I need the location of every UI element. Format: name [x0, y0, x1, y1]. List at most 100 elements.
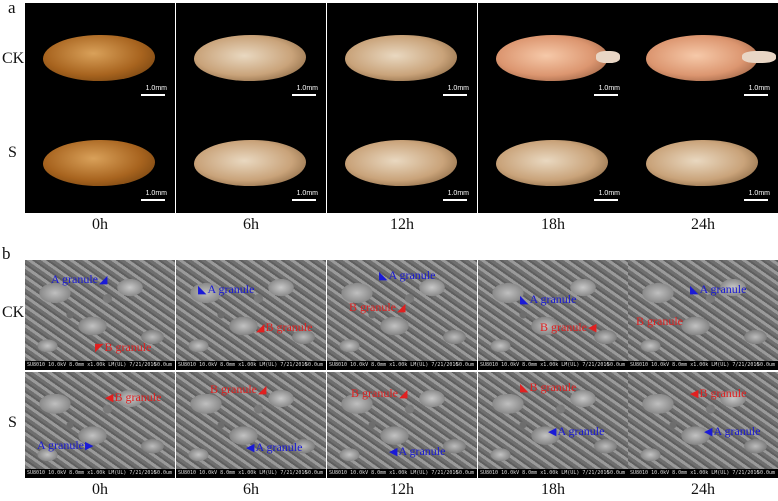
- grain: [646, 35, 758, 81]
- arrow-icon: ◣: [379, 269, 388, 282]
- arrow-icon: ◢: [256, 321, 265, 334]
- b-granule-annotation: ◤ B granule: [95, 340, 152, 354]
- scale-label: 1.0mm: [296, 85, 318, 92]
- scale-bar: [141, 94, 165, 96]
- a-granule-annotation: ◀ A granule: [704, 424, 761, 438]
- arrow-icon: ◢: [397, 301, 406, 314]
- col-label-18h-b: 18h: [541, 481, 565, 498]
- scale-label: 1.0mm: [447, 190, 469, 197]
- grain: [496, 140, 608, 186]
- scale-bar: [744, 94, 768, 96]
- photo-s-24h: 1.0mm: [628, 108, 778, 213]
- b-granule-annotation: B granule ◢: [349, 300, 406, 314]
- arrow-icon: ◢: [258, 383, 267, 396]
- arrow-icon: ◢: [399, 387, 408, 400]
- grain: [43, 35, 155, 81]
- panel-b-label: b: [2, 244, 11, 263]
- a-granule-annotation: ◣ A granule: [520, 292, 577, 306]
- b-granule-annotation: B granule: [636, 314, 683, 328]
- sem-ck-12h: ◣ A granule B granule ◢ SU8010 10.0kV 8.0m…: [327, 260, 477, 370]
- b-granule-annotation: B granule ◢: [210, 382, 267, 396]
- photo-ck-18h: 1.0mm: [478, 3, 628, 108]
- scale-bar: [594, 94, 618, 96]
- col-label-6h-b: 6h: [243, 481, 259, 498]
- grain: [646, 140, 758, 186]
- arrow-icon: ◣: [198, 283, 207, 296]
- scale-bar: [141, 199, 165, 201]
- scale-label: 1.0mm: [598, 85, 620, 92]
- scale-label: 1.0mm: [748, 190, 770, 197]
- arrow-icon: ◀: [389, 445, 398, 458]
- b-granule-annotation: ◀ B granule: [690, 386, 747, 400]
- b-granule-annotation: B granule ◢: [351, 386, 408, 400]
- scale-label: 1.0mm: [447, 85, 469, 92]
- arrow-icon: ◀: [690, 387, 699, 400]
- arrow-icon: ◣: [690, 283, 699, 296]
- photo-ck-12h: 1.0mm: [327, 3, 477, 108]
- sem-ck-24h: ◣ A granule B granule SU8010 10.0kV 8.0mm…: [628, 260, 778, 370]
- a-granule-annotation: A granule ▶: [37, 438, 94, 452]
- arrow-icon: ◣: [520, 381, 529, 394]
- sem-ck-6h: ◣ A granule ◢ B granule SU8010 10.0kV 8.0m…: [176, 260, 326, 370]
- sem-info-bar: SU8010 10.0kV 8.0mm x1.00k LM(UL) 7/21/2…: [176, 361, 326, 370]
- col-label-24h-a: 24h: [691, 216, 715, 233]
- grain: [194, 140, 306, 186]
- scale-bar: [292, 199, 316, 201]
- sem-s-0h: ◀ B granule A granule ▶ SU8010 10.0kV 8.0m…: [25, 372, 175, 478]
- sem-s-6h: B granule ◢ ◀ A granule SU8010 10.0kV 8.0m…: [176, 372, 326, 478]
- grain: [194, 35, 306, 81]
- row-label-s-a: S: [8, 144, 17, 161]
- a-granule-annotation: ◀ A granule: [389, 444, 446, 458]
- photo-s-12h: 1.0mm: [327, 108, 477, 213]
- scale-bar: [443, 199, 467, 201]
- a-granule-annotation: ◣ A granule: [379, 268, 436, 282]
- a-granule-annotation: ◀ A granule: [246, 440, 303, 454]
- grain: [496, 35, 608, 81]
- b-granule-annotation: ◣ B granule: [520, 380, 577, 394]
- scale-label: 1.0mm: [145, 190, 167, 197]
- a-granule-annotation: ◣ A granule: [198, 282, 255, 296]
- photo-s-18h: 1.0mm: [478, 108, 628, 213]
- sem-ck-18h: ◣ A granule B granule ◀ SU8010 10.0kV 8.0m…: [478, 260, 628, 370]
- arrow-icon: ◣: [520, 293, 529, 306]
- row-label-ck-b: CK: [2, 304, 25, 321]
- sem-info-bar: SU8010 10.0kV 8.0mm x1.00k LM(UL) 7/21/2…: [628, 361, 778, 370]
- scale-label: 1.0mm: [598, 190, 620, 197]
- germ: [742, 51, 776, 63]
- row-label-ck-a: CK: [2, 50, 25, 67]
- scale-label: 1.0mm: [748, 85, 770, 92]
- sem-info-bar: SU8010 10.0kV 8.0mm x1.00k LM(UL) 7/21/2…: [25, 361, 175, 370]
- arrow-icon: ◀: [588, 321, 597, 334]
- sem-info-bar: SU8010 10.0kV 8.0mm x1.00k LM(UL) 7/21/2…: [628, 469, 778, 478]
- photo-ck-0h: 1.0mm: [25, 3, 175, 108]
- b-granule-annotation: ◀ B granule: [105, 390, 162, 404]
- arrow-icon: ▶: [85, 439, 94, 452]
- sem-info-bar: SU8010 10.0kV 8.0mm x1.00k LM(UL) 7/21/2…: [25, 469, 175, 478]
- sem-info-bar: SU8010 10.0kV 8.0mm x1.00k LM(UL) 7/21/2…: [478, 361, 628, 370]
- row-label-s-b: S: [8, 414, 17, 431]
- sem-info-bar: SU8010 10.0kV 8.0mm x1.00k LM(UL) 7/21/2…: [176, 469, 326, 478]
- b-granule-annotation: ◢ B granule: [256, 320, 313, 334]
- a-granule-annotation: ◣ A granule: [690, 282, 747, 296]
- b-granule-annotation: B granule ◀: [540, 320, 597, 334]
- col-label-6h-a: 6h: [243, 216, 259, 233]
- arrow-icon: ◤: [95, 341, 104, 354]
- scale-bar: [443, 94, 467, 96]
- sem-s-18h: ◣ B granule ◀ A granule SU8010 10.0kV 8.0m…: [478, 372, 628, 478]
- sem-info-bar: SU8010 10.0kV 8.0mm x1.00k LM(UL) 7/21/2…: [327, 469, 477, 478]
- arrow-icon: ◀: [105, 391, 114, 404]
- a-granule-annotation: A granule ◢: [51, 272, 108, 286]
- grain: [345, 35, 457, 81]
- arrow-icon: ◀: [548, 425, 557, 438]
- sem-info-bar: SU8010 10.0kV 8.0mm x1.00k LM(UL) 7/21/2…: [327, 361, 477, 370]
- col-label-24h-b: 24h: [691, 481, 715, 498]
- germ: [596, 51, 620, 63]
- arrow-icon: ◀: [246, 441, 255, 454]
- scale-bar: [594, 199, 618, 201]
- photo-ck-24h: 1.0mm: [628, 3, 778, 108]
- col-label-18h-a: 18h: [541, 216, 565, 233]
- a-granule-annotation: ◀ A granule: [548, 424, 605, 438]
- scale-bar: [744, 199, 768, 201]
- sem-s-24h: ◀ B granule ◀ A granule SU8010 10.0kV 8.0m…: [628, 372, 778, 478]
- arrow-icon: ◢: [99, 273, 108, 286]
